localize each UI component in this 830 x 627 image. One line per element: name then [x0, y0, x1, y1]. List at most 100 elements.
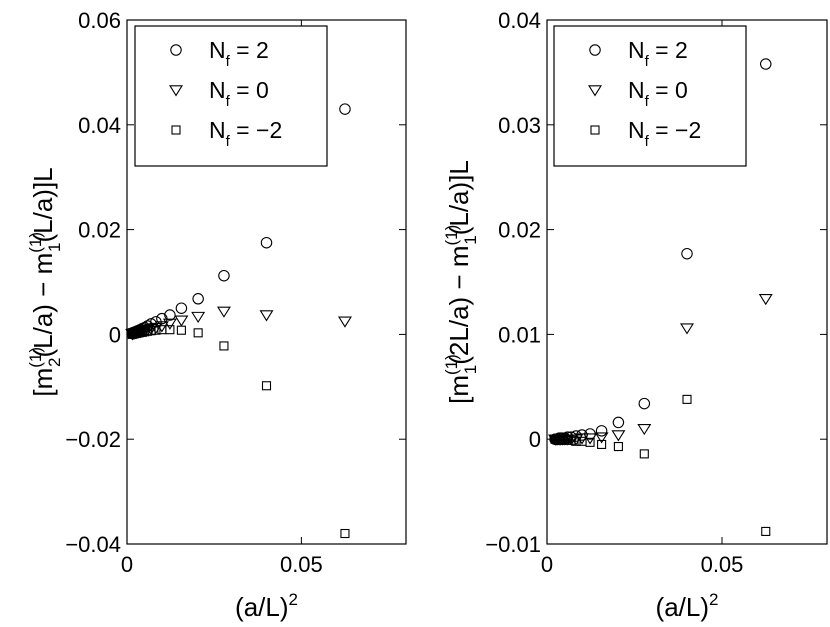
- y-label-subscript: 1: [45, 243, 64, 252]
- y-label-subscript: 1: [461, 235, 480, 244]
- data-point: [259, 310, 274, 322]
- data-point: [192, 293, 204, 305]
- legend: Nf = 2Nf = 0Nf = −2: [134, 25, 328, 167]
- data-point: [148, 322, 163, 335]
- data-point: [682, 394, 692, 404]
- data-point: [191, 311, 206, 324]
- legend-marker-square: [590, 125, 600, 135]
- data-point: [611, 430, 626, 442]
- legend-label-sub: f: [226, 93, 231, 110]
- plot-frame: [546, 19, 828, 545]
- legend-box: [553, 25, 747, 167]
- data-point: [761, 526, 771, 536]
- y-label-part: (2L/a) − m: [444, 246, 474, 365]
- legend-marker-circle: [589, 44, 601, 56]
- legend-label-sub: f: [645, 93, 650, 110]
- legend-label-rest: = 2: [230, 37, 269, 63]
- data-point: [597, 439, 607, 449]
- y-tick-label: 0.02: [78, 218, 121, 243]
- y-axis-label: [m(1)2(L/a) − m(1)1(L/a)]L: [26, 167, 64, 396]
- data-point: [577, 436, 587, 446]
- y-label-superscript: (1): [26, 347, 45, 368]
- data-point: [193, 328, 203, 338]
- data-point: [639, 449, 649, 459]
- x-axis-label-sup: 2: [289, 590, 298, 609]
- data-point: [759, 58, 772, 70]
- legend-marker-circle: [170, 44, 182, 56]
- legend-label-sub: f: [226, 53, 231, 70]
- legend-label: Nf = 2: [209, 37, 269, 70]
- data-point: [219, 341, 229, 351]
- data-point: [144, 323, 159, 336]
- data-point: [261, 381, 272, 391]
- data-point: [612, 416, 625, 429]
- x-axis-label: (a/L)2: [235, 590, 298, 622]
- legend-marker-triangle-down: [588, 85, 602, 97]
- legend-label-sub: f: [226, 133, 231, 150]
- x-axis-label-sup: 2: [709, 590, 718, 609]
- y-label-superscript: (1): [442, 354, 461, 375]
- x-tick-label: 0.05: [701, 552, 744, 577]
- y-tick-label: 0.04: [78, 113, 121, 138]
- legend-label: Nf = 0: [628, 77, 688, 110]
- data-point: [174, 315, 189, 327]
- y-tick-label: 0.06: [78, 8, 121, 33]
- y-tick-label: 0.03: [498, 113, 541, 138]
- legend-label-rest: = −2: [649, 117, 701, 143]
- data-point: [637, 423, 652, 436]
- y-tick-label: 0.01: [498, 322, 541, 347]
- legend-label-main: N: [209, 77, 226, 103]
- y-label-superscript: (1): [442, 225, 461, 246]
- y-tick-label: −0.01: [485, 532, 541, 557]
- plot-frame: [126, 19, 407, 545]
- data-point: [758, 294, 773, 306]
- data-point: [337, 316, 352, 328]
- legend-label: Nf = 2: [628, 37, 688, 70]
- y-label-subscript: 1: [461, 365, 480, 374]
- y-label-subscript: 2: [45, 358, 64, 367]
- data-point: [216, 306, 231, 318]
- data-point: [595, 425, 608, 437]
- legend: Nf = 2 Nf = 0 Nf = −2: [553, 25, 747, 167]
- data-point: [339, 103, 351, 115]
- x-axis-label-base: (a/L): [235, 592, 288, 622]
- series-triangle-down: [548, 294, 773, 446]
- data-point: [260, 236, 273, 249]
- plot-panel-1: 0 0.05−0.04−0.0200.020.040.06(a/L)2[m(1)2…: [26, 8, 407, 622]
- legend-marker-triangle-down: [169, 85, 183, 97]
- legend-marker-square: [171, 125, 181, 135]
- x-tick-label: 0.05: [280, 552, 323, 577]
- y-tick-label: −0.02: [65, 427, 121, 452]
- x-axis-label: (a/L)2: [656, 590, 719, 622]
- legend-label-sub: f: [645, 53, 650, 70]
- y-tick-label: 0: [529, 427, 541, 452]
- legend-label-rest: = 0: [230, 77, 269, 103]
- series-square: [550, 394, 771, 536]
- x-tick-label: 0: [121, 552, 133, 577]
- legend-label: Nf = 0: [209, 77, 269, 110]
- legend-label-sub: f: [645, 133, 650, 150]
- legend-label-main: N: [209, 117, 226, 143]
- y-label-part: (L/a)]L: [444, 160, 474, 235]
- legend-label: Nf = −2: [209, 117, 282, 150]
- x-axis-label-base: (a/L): [656, 592, 709, 622]
- y-axis-label: [m(1)1(2L/a) − m(1)1(L/a)]L: [442, 160, 480, 404]
- data-point: [680, 323, 694, 335]
- plot-panel-2: 0 0.05−0.0100.010.020.030.04(a/L)2[m(1)1(…: [442, 8, 828, 622]
- y-label-part: [m: [444, 375, 474, 404]
- legend-label: Nf = −2: [628, 117, 701, 150]
- data-point: [613, 441, 623, 452]
- series-square: [127, 325, 350, 539]
- y-tick-label: 0.04: [498, 8, 541, 33]
- y-label-part: [m: [28, 368, 58, 397]
- data-point: [638, 397, 651, 410]
- y-tick-label: −0.04: [65, 532, 121, 557]
- data-point: [594, 432, 609, 444]
- y-label-part: (L/a)]L: [28, 167, 58, 242]
- y-label-superscript: (1): [26, 232, 45, 253]
- data-point: [176, 325, 186, 335]
- y-tick-label: 0: [109, 322, 121, 347]
- data-point: [127, 329, 137, 339]
- legend-label-rest: = −2: [230, 117, 282, 143]
